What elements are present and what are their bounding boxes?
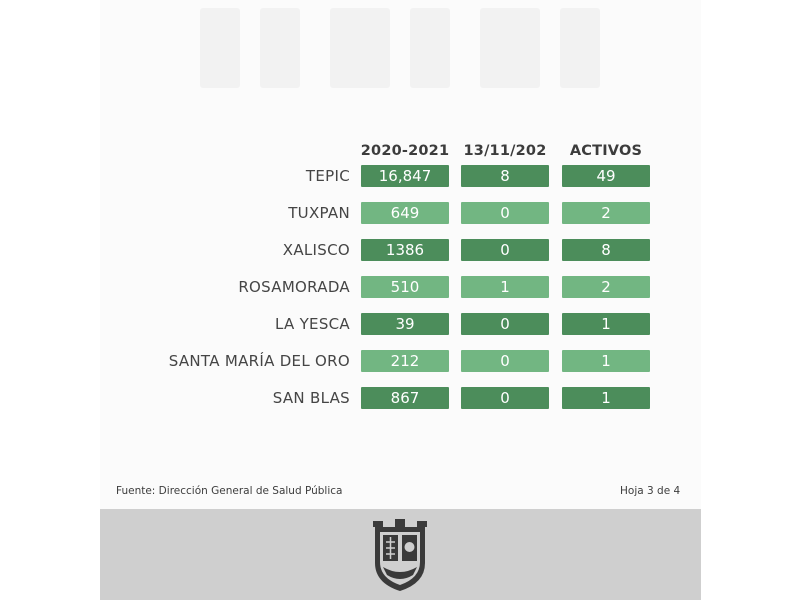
cell-san-blas-2020-2021: 867 bbox=[361, 387, 449, 409]
row-label-santa-maria-del-oro: SANTA MARÍA DEL ORO bbox=[168, 352, 350, 370]
cell-la-yesca-activos: 1 bbox=[562, 313, 650, 335]
cell-la-yesca-2020-2021: 39 bbox=[361, 313, 449, 335]
row-label-la-yesca: LA YESCA bbox=[274, 315, 350, 333]
state-coat-of-arms-icon bbox=[373, 519, 427, 591]
row-label-tepic: TEPIC bbox=[305, 167, 350, 185]
cell-xalisco-2020-2021: 1386 bbox=[361, 239, 449, 261]
cell-tepic-2020-2021: 16,847 bbox=[361, 165, 449, 187]
page-indicator: Hoja 3 de 4 bbox=[620, 485, 681, 497]
cell-rosamorada-date: 1 bbox=[461, 276, 549, 298]
row-label-tuxpan: TUXPAN bbox=[288, 204, 350, 222]
cell-santa-maria-date: 0 bbox=[461, 350, 549, 372]
cell-tuxpan-2020-2021: 649 bbox=[361, 202, 449, 224]
cell-san-blas-date: 0 bbox=[461, 387, 549, 409]
cell-rosamorada-activos: 2 bbox=[562, 276, 650, 298]
faded-header-watermark bbox=[100, 0, 701, 110]
cell-tuxpan-activos: 2 bbox=[562, 202, 650, 224]
row-label-san-blas: SAN BLAS bbox=[272, 389, 350, 407]
cell-san-blas-activos: 1 bbox=[562, 387, 650, 409]
cell-tepic-date: 8 bbox=[461, 165, 549, 187]
report-sheet bbox=[100, 0, 701, 600]
row-label-xalisco: XALISCO bbox=[282, 241, 350, 259]
row-label-rosamorada: ROSAMORADA bbox=[238, 278, 350, 296]
column-header-2020-2021: 2020-2021 bbox=[360, 143, 450, 159]
cell-santa-maria-2020-2021: 212 bbox=[361, 350, 449, 372]
cell-la-yesca-date: 0 bbox=[461, 313, 549, 335]
column-header-activos: ACTIVOS bbox=[569, 143, 643, 159]
cell-xalisco-date: 0 bbox=[461, 239, 549, 261]
cell-santa-maria-activos: 1 bbox=[562, 350, 650, 372]
cell-tepic-activos: 49 bbox=[562, 165, 650, 187]
cell-rosamorada-2020-2021: 510 bbox=[361, 276, 449, 298]
source-note: Fuente: Dirección General de Salud Públi… bbox=[116, 485, 343, 497]
column-header-date: 13/11/202 bbox=[463, 143, 547, 159]
cell-xalisco-activos: 8 bbox=[562, 239, 650, 261]
cell-tuxpan-date: 0 bbox=[461, 202, 549, 224]
